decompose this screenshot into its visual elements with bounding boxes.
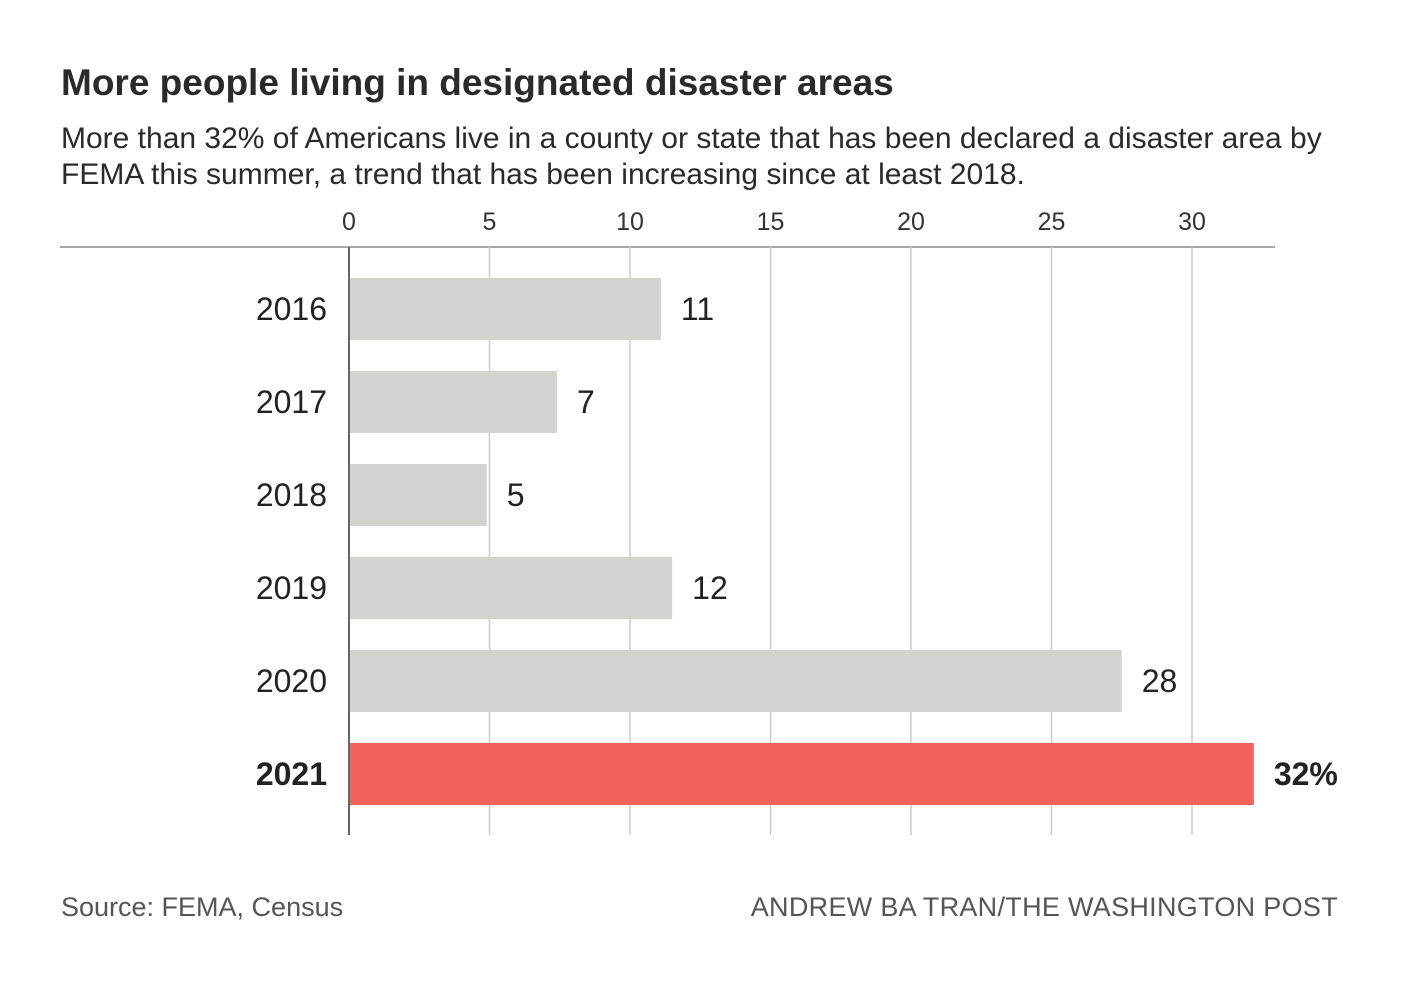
value-label-bg: [672, 285, 727, 333]
source-note: Source: FEMA, Census: [61, 892, 344, 922]
value-label: 32%: [1274, 756, 1338, 792]
bar: [349, 371, 557, 433]
x-tick-label: 10: [616, 208, 644, 236]
chart-title: More people living in designated disaste…: [61, 62, 894, 103]
credit-line: ANDREW BA TRAN/THE WASHINGTON POST: [750, 892, 1338, 922]
value-label: 7: [577, 384, 595, 420]
x-tick-label: 25: [1038, 208, 1066, 236]
x-tick-label: 30: [1178, 208, 1206, 236]
category-label: 2016: [256, 291, 327, 327]
x-tick-label: 15: [757, 208, 785, 236]
value-label-bg: [568, 378, 604, 426]
chart-subtitle: More than 32% of Americans live in a cou…: [61, 122, 1322, 191]
bar: [349, 464, 487, 526]
bar: [349, 557, 673, 619]
x-tick-label: 20: [897, 208, 925, 236]
value-label-bg: [1133, 657, 1188, 705]
category-label: 2020: [256, 663, 327, 699]
category-label: 2018: [256, 477, 327, 513]
bar: [349, 650, 1122, 712]
value-label-bg: [498, 471, 534, 519]
x-tick-label: 0: [342, 208, 356, 236]
value-label: 5: [507, 477, 525, 513]
category-label: 2021: [256, 756, 327, 792]
category-label: 2017: [256, 384, 327, 420]
value-label: 28: [1142, 663, 1178, 699]
value-label-bg: [684, 564, 739, 612]
x-tick-label: 5: [483, 208, 497, 236]
value-label: 11: [681, 291, 714, 327]
category-label: 2019: [256, 570, 327, 606]
bar: [349, 743, 1254, 805]
bar: [349, 278, 661, 340]
value-label: 12: [692, 570, 728, 606]
